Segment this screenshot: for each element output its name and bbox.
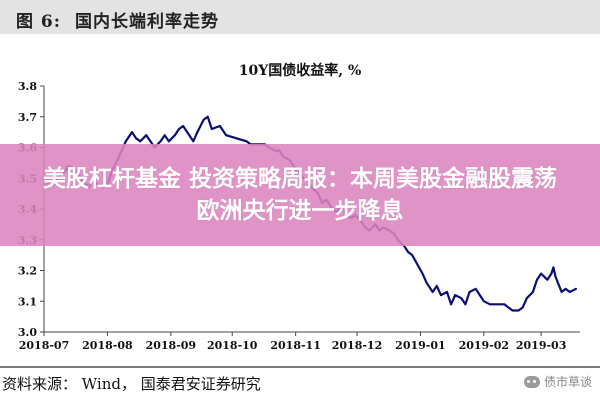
- data-point: [167, 140, 170, 143]
- data-point: [206, 115, 209, 118]
- figure-title: 图 6: 国内长端利率走势: [16, 7, 219, 32]
- data-point: [478, 294, 481, 296]
- data-point: [188, 134, 191, 137]
- data-point: [440, 294, 442, 296]
- data-point: [554, 275, 557, 278]
- data-point: [196, 131, 199, 133]
- banner-line-1: 美股杠杆基金 投资策略周报：本周美股金融股震荡: [42, 166, 557, 192]
- data-point: [192, 140, 195, 143]
- y-tick-label: 3.0: [18, 326, 37, 339]
- y-tick-label: 3.7: [18, 111, 37, 124]
- x-tick-label: 2018-12: [332, 339, 383, 352]
- data-point: [411, 254, 414, 256]
- data-point: [552, 266, 555, 269]
- data-point: [178, 128, 180, 130]
- data-point: [135, 137, 138, 140]
- footer-divider: [0, 366, 600, 368]
- data-point: [223, 131, 225, 133]
- data-point: [460, 297, 463, 300]
- x-tick-label: 2019-03: [516, 339, 567, 352]
- data-point: [219, 125, 221, 127]
- data-point: [507, 306, 510, 309]
- data-point: [450, 303, 452, 306]
- promo-banner[interactable]: 美股杠杆基金 投资策略周报：本周美股金融股震荡 欧洲央行进一步降息: [0, 144, 600, 246]
- data-point: [468, 291, 471, 293]
- data-point: [182, 125, 185, 127]
- data-point: [245, 140, 248, 143]
- data-point: [546, 278, 549, 281]
- data-point: [464, 303, 467, 306]
- data-point: [503, 303, 506, 306]
- data-point: [474, 288, 477, 290]
- data-point: [521, 306, 524, 309]
- data-point: [225, 134, 228, 137]
- banner-line-2: 欧洲央行进一步降息: [196, 198, 404, 224]
- data-point: [540, 272, 542, 275]
- data-point: [560, 291, 563, 293]
- data-point: [124, 140, 127, 143]
- data-point: [532, 291, 534, 293]
- data-point: [431, 291, 434, 293]
- data-point: [159, 140, 162, 143]
- figure-label: 图 6:: [16, 12, 62, 32]
- x-tick-label: 2018-11: [270, 339, 321, 352]
- data-point: [131, 131, 133, 133]
- data-point: [163, 134, 166, 137]
- data-point: [145, 134, 148, 137]
- figure-title-text: 国内长端利率走势: [75, 12, 220, 32]
- data-point: [210, 128, 213, 130]
- y-tick-label: 3.2: [18, 265, 37, 278]
- watermark-text: 债市草谈: [543, 375, 592, 389]
- data-point: [174, 134, 176, 137]
- x-tick-label: 2018-07: [19, 339, 70, 352]
- x-tick-label: 2018-08: [82, 339, 133, 352]
- x-tick-label: 2019-01: [395, 339, 446, 352]
- y-tick-label: 3.1: [18, 295, 37, 308]
- data-point: [446, 291, 448, 293]
- y-tick-label: 3.8: [18, 80, 37, 93]
- x-tick-label: 2018-10: [207, 339, 258, 352]
- data-point: [511, 309, 514, 312]
- data-point: [550, 272, 553, 275]
- data-point: [149, 140, 152, 143]
- data-point: [202, 118, 205, 121]
- chart-title: 10Y国债收益率, %: [239, 62, 362, 79]
- data-point: [482, 300, 485, 303]
- source-note: 资料来源： Wind， 国泰君安证券研究: [2, 375, 261, 393]
- data-point: [525, 297, 528, 300]
- figure-header: 图 6: 国内长端利率走势: [0, 0, 600, 34]
- x-tick-label: 2018-09: [146, 339, 197, 352]
- data-point: [489, 303, 491, 306]
- wechat-icon: [523, 375, 540, 388]
- watermark: 债市草谈: [523, 373, 592, 390]
- data-point: [435, 285, 438, 287]
- x-tick-label: 2019-02: [459, 339, 510, 352]
- data-point: [407, 251, 410, 254]
- data-point: [139, 140, 142, 143]
- data-point: [575, 288, 577, 290]
- data-point: [568, 291, 571, 293]
- data-point: [454, 294, 457, 296]
- data-point: [536, 278, 538, 281]
- data-point: [425, 281, 428, 284]
- data-point: [564, 288, 567, 290]
- data-point: [421, 272, 424, 275]
- data-point: [517, 309, 520, 312]
